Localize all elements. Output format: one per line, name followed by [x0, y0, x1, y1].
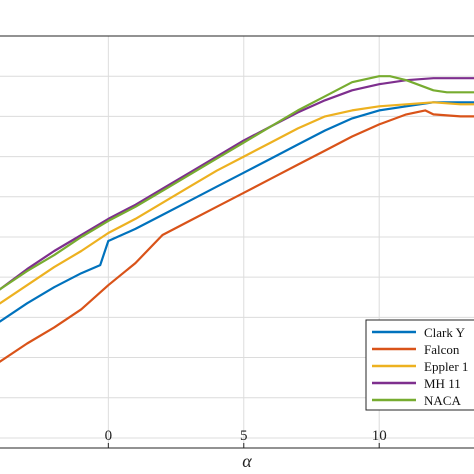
legend: Clark Y Falcon Eppler 1 MH 11 NACA	[365, 319, 474, 411]
x-axis-label: α	[242, 451, 252, 471]
legend-label-3: MH 11	[424, 376, 461, 391]
x-tick-label-2: 10	[372, 428, 387, 444]
series-line-4	[0, 75, 474, 291]
x-ticks: 0 5 10	[105, 428, 387, 448]
legend-label-4: NACA	[424, 393, 461, 408]
x-tick-label-1: 5	[240, 428, 248, 444]
series-line-2	[0, 101, 474, 305]
legend-label-2: Eppler 1	[424, 359, 468, 374]
series-group	[0, 75, 474, 363]
x-tick-label-0: 0	[105, 428, 113, 444]
legend-label-0: Clark Y	[424, 325, 466, 340]
series-line-3	[0, 77, 474, 291]
series-line-1	[0, 109, 474, 363]
series-line-0	[0, 101, 474, 323]
legend-label-1: Falcon	[424, 342, 460, 357]
